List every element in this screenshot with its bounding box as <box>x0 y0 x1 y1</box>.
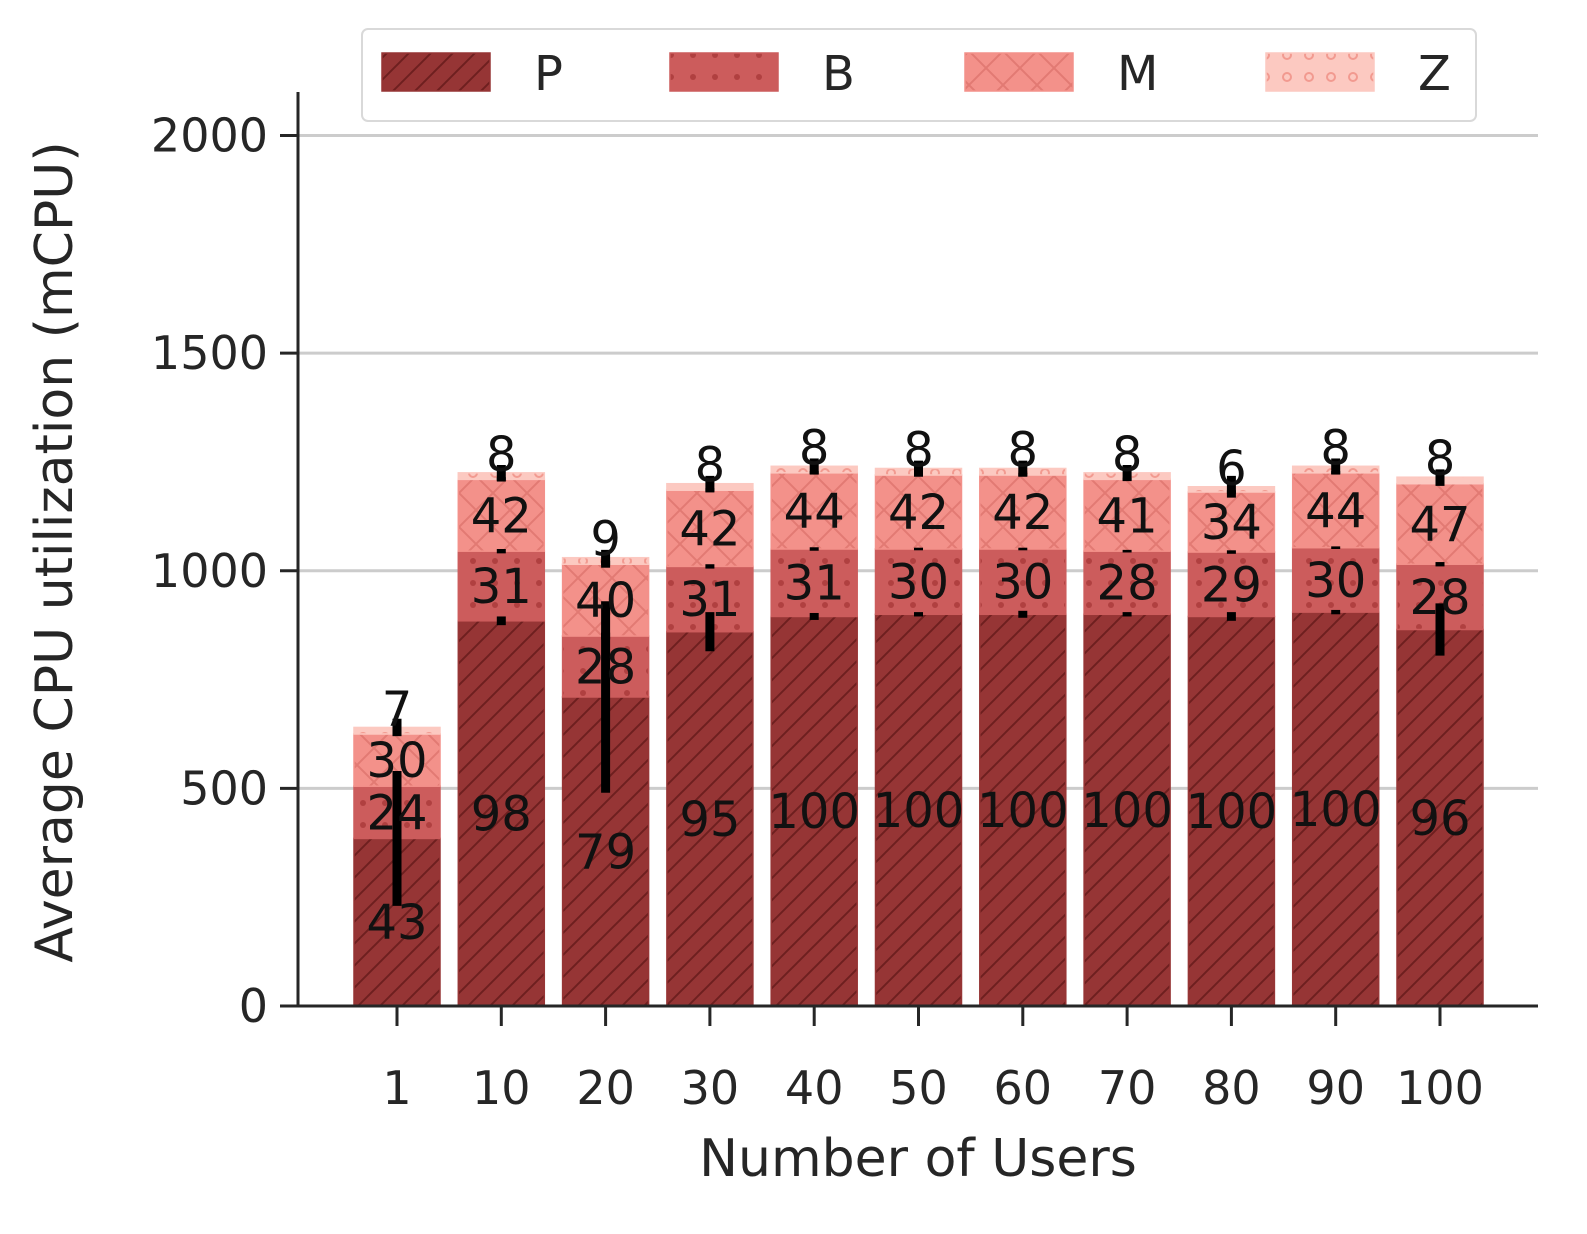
legend-label-m: M <box>1117 46 1158 102</box>
bar-segment-p <box>666 630 754 1007</box>
bar-segment-b <box>1083 550 1171 616</box>
bar-segment-p <box>1396 628 1484 1007</box>
x-axis-title: Number of Users <box>699 1129 1137 1189</box>
bar-segment-m <box>770 472 858 550</box>
bar-value-label: 31 <box>679 572 740 628</box>
bar-value-label: 100 <box>873 783 965 839</box>
bar-value-label: 8 <box>1425 431 1456 487</box>
y-tick-label: 500 <box>180 761 268 815</box>
bar-value-label: 8 <box>1320 420 1351 476</box>
x-tick-label: 20 <box>576 1061 635 1115</box>
bar-segment-b <box>874 548 963 616</box>
bar-value-label: 100 <box>768 784 860 840</box>
bar-value-label: 34 <box>1201 495 1262 551</box>
bar-value-label: 30 <box>992 555 1053 611</box>
bar-segment-p <box>770 615 858 1007</box>
bars <box>353 465 1484 1007</box>
bar-value-label: 100 <box>977 783 1069 839</box>
legend-label-z: Z <box>1418 46 1451 102</box>
bar-value-label: 30 <box>888 555 949 611</box>
bar-value-label: 31 <box>784 556 845 612</box>
y-tick-label: 1000 <box>151 544 268 598</box>
bar-value-label: 31 <box>471 559 532 615</box>
y-tick-label: 2000 <box>151 109 268 163</box>
legend-swatch-b <box>669 52 779 92</box>
x-tick-label: 60 <box>994 1061 1053 1115</box>
bar-segment-m <box>666 489 754 568</box>
bar-value-label: 41 <box>1097 488 1158 544</box>
error-bars <box>392 458 1445 906</box>
bar-segment-p <box>1083 613 1171 1007</box>
x-tick-label: 10 <box>472 1061 531 1115</box>
bar-value-label: 100 <box>1186 784 1278 840</box>
bar-value-label: 9 <box>590 512 621 568</box>
bar-value-label: 30 <box>1305 553 1366 609</box>
bar-value-label: 44 <box>1305 483 1366 539</box>
legend-label-b: B <box>822 46 855 102</box>
bar-value-label: 98 <box>471 786 532 842</box>
bar-value-label: 40 <box>575 573 636 629</box>
bar-value-label: 6 <box>1216 441 1247 497</box>
bar-segment-b <box>770 548 858 618</box>
bar-segment-p <box>1187 615 1276 1007</box>
y-tick-label: 0 <box>239 979 268 1033</box>
bar-segment-m <box>1396 482 1484 565</box>
y-tick-label: 1500 <box>151 326 268 380</box>
x-tick-label: 30 <box>681 1061 740 1115</box>
bar-value-label: 29 <box>1201 557 1262 613</box>
bar-value-label: 47 <box>1409 497 1470 553</box>
bar-value-label: 28 <box>575 640 636 696</box>
x-tick-label: 100 <box>1396 1061 1484 1115</box>
x-tick-label: 90 <box>1306 1061 1365 1115</box>
bar-value-label: 44 <box>784 484 845 540</box>
bar-value-label: 7 <box>382 681 413 737</box>
bar-value-label: 30 <box>366 733 427 789</box>
bar-segment-b <box>979 548 1067 616</box>
legend-swatch-m <box>964 52 1074 92</box>
bar-value-label: 95 <box>679 792 740 848</box>
bar-value-label: 28 <box>1097 556 1158 612</box>
bar-value-label: 42 <box>471 488 532 544</box>
axes: 0 500 1000 1500 2000 1 10 20 30 40 50 60 70 80 90 100 <box>151 92 1538 1115</box>
x-tick-label: 40 <box>785 1061 844 1115</box>
bar-value-label: 79 <box>575 824 636 880</box>
y-axis-title: Average CPU utilization (mCPU) <box>25 141 85 962</box>
bar-value-label: 96 <box>1409 791 1470 847</box>
bar-value-label: 42 <box>679 501 740 557</box>
bar-value-label: 8 <box>799 420 830 476</box>
x-tick-label: 50 <box>889 1061 948 1115</box>
bar-value-label: 42 <box>992 485 1053 541</box>
x-tick-label: 80 <box>1202 1061 1261 1115</box>
bar-value-label: 8 <box>695 438 726 494</box>
bar-segment-b <box>1187 551 1276 618</box>
bar-segment-m <box>874 474 963 550</box>
bar-segment-p <box>874 613 963 1007</box>
bar-value-label: 43 <box>366 895 427 951</box>
x-tick-label: 70 <box>1098 1061 1157 1115</box>
bar-value-label: 28 <box>1409 570 1470 626</box>
bar-value-label: 8 <box>1112 427 1143 483</box>
bar-value-label: 8 <box>1008 422 1039 478</box>
bar-value-label: 8 <box>903 422 934 478</box>
bar-value-label: 8 <box>486 427 517 483</box>
x-tick-label: 1 <box>382 1061 411 1115</box>
legend-swatch-z <box>1265 52 1375 92</box>
legend-label-p: P <box>534 46 563 102</box>
bar-value-label: 100 <box>1290 782 1382 838</box>
bar-segment-p <box>979 613 1067 1007</box>
bar-value-label: 42 <box>888 485 949 541</box>
bar-value-label: 24 <box>366 785 427 841</box>
bar-segment-m <box>457 478 546 552</box>
legend-frame <box>361 28 1477 122</box>
bar-value-label: 100 <box>1081 783 1173 839</box>
legend-swatch-p <box>381 52 491 92</box>
